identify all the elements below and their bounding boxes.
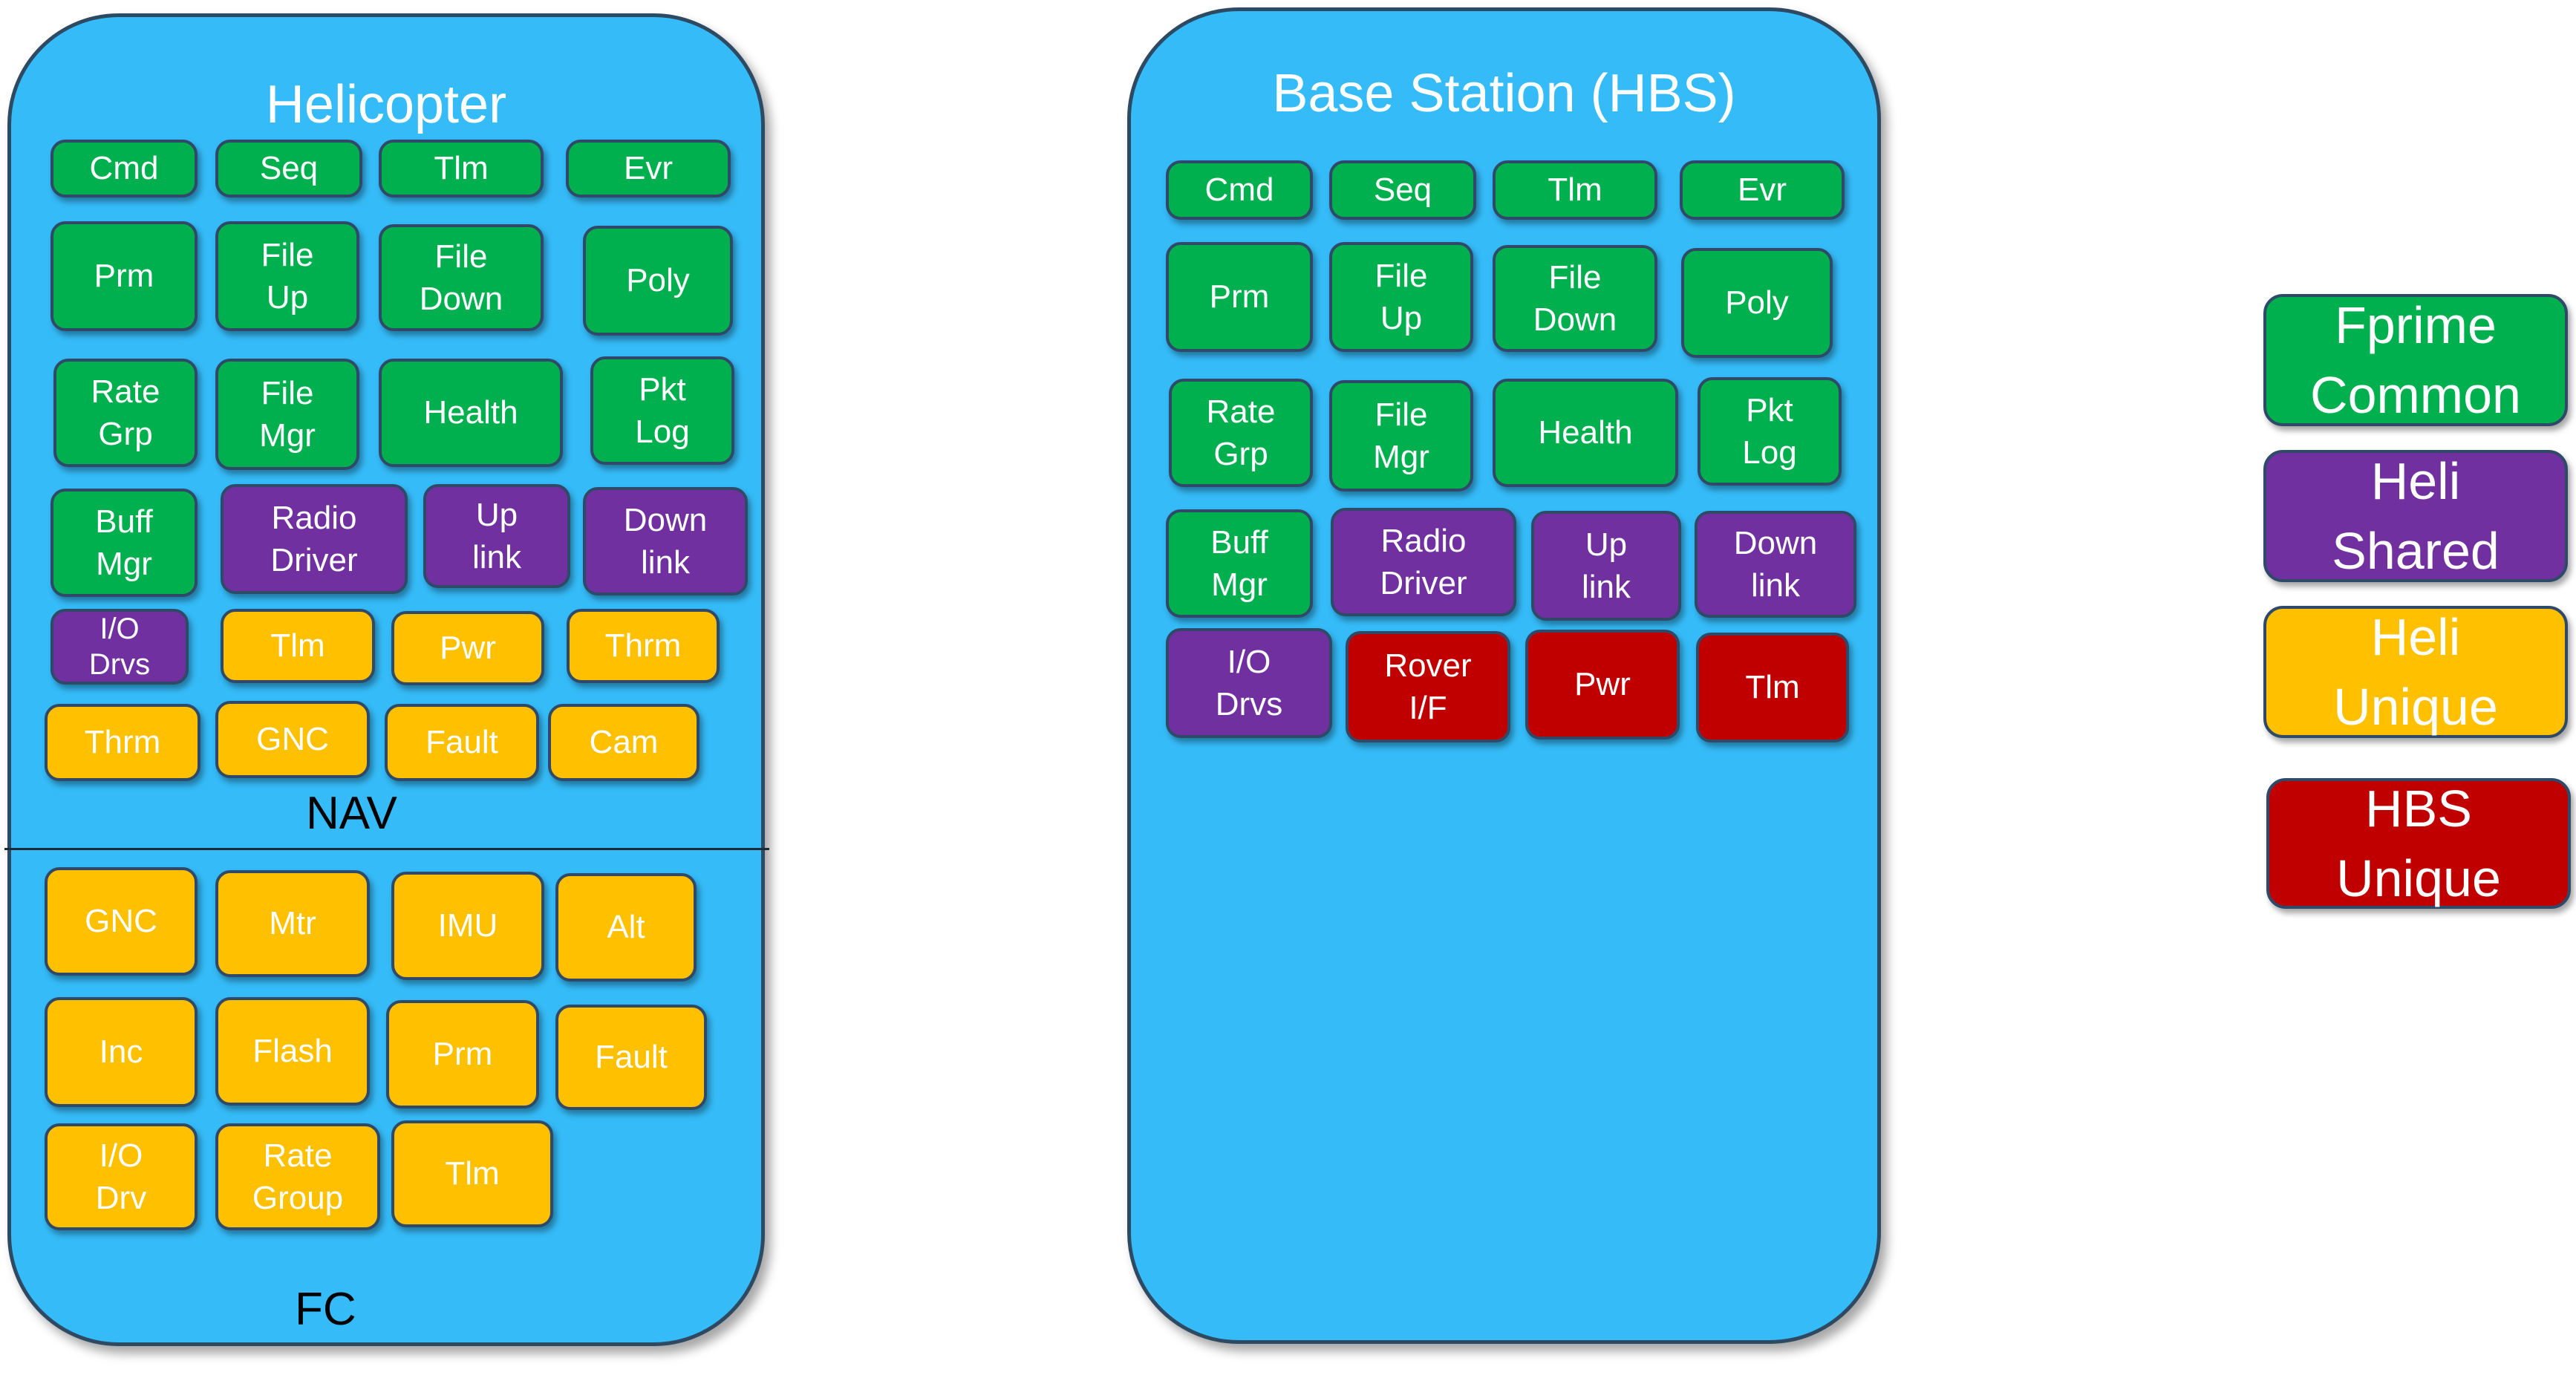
nav-file-mgr-component: File Mgr bbox=[215, 359, 359, 470]
hbs-seq-component: Seq bbox=[1329, 160, 1476, 220]
hbs-pkt-log-component: Pkt Log bbox=[1698, 377, 1842, 486]
nav-seq-component: Seq bbox=[215, 140, 362, 197]
fc-inc-component: Inc bbox=[45, 997, 198, 1107]
hbs-pwr-component: Pwr bbox=[1525, 630, 1680, 740]
fc-mtr-component: Mtr bbox=[215, 870, 370, 977]
hbs-uplink-component: Up link bbox=[1531, 511, 1681, 621]
hbs-file-down-component: File Down bbox=[1493, 245, 1657, 352]
fc-alt-component: Alt bbox=[555, 873, 697, 982]
legend-hbs-unique: HBS Unique bbox=[2266, 778, 2571, 909]
nav-downlink-component: Down link bbox=[583, 487, 748, 595]
hbs-tlm-component-unique: Tlm bbox=[1696, 633, 1849, 742]
nav-tlm-unique-component: Tlm bbox=[221, 609, 375, 683]
nav-evr-component: Evr bbox=[566, 140, 731, 197]
hbs-file-mgr-component: File Mgr bbox=[1329, 380, 1473, 492]
nav-radio-driver-component: Radio Driver bbox=[221, 484, 408, 594]
fc-prm-component: Prm bbox=[386, 1000, 539, 1109]
hbs-rover-if-component: Rover I/F bbox=[1346, 631, 1510, 742]
base-station-title: Base Station (HBS) bbox=[1272, 64, 1736, 123]
nav-io-drvs-component: I/O Drvs bbox=[50, 609, 189, 685]
hbs-rate-grp-component: Rate Grp bbox=[1169, 379, 1313, 487]
nav-label: NAV bbox=[306, 788, 397, 839]
hbs-downlink-component: Down link bbox=[1695, 511, 1856, 618]
fc-flash-component: Flash bbox=[215, 997, 370, 1106]
helicopter-title: Helicopter bbox=[265, 75, 507, 134]
hbs-health-component: Health bbox=[1493, 379, 1678, 487]
nav-uplink-component: Up link bbox=[423, 484, 570, 588]
nav-fault-component: Fault bbox=[385, 704, 539, 781]
hbs-io-drvs-component: I/O Drvs bbox=[1166, 628, 1332, 738]
nav-pkt-log-component: Pkt Log bbox=[590, 356, 734, 465]
fc-fault-component: Fault bbox=[555, 1005, 707, 1110]
hbs-evr-component: Evr bbox=[1680, 160, 1845, 220]
nav-pwr-component: Pwr bbox=[391, 611, 544, 685]
nav-fc-divider bbox=[4, 848, 769, 850]
hbs-cmd-component: Cmd bbox=[1166, 160, 1313, 220]
nav-health-component: Health bbox=[379, 359, 563, 467]
nav-cmd-component: Cmd bbox=[50, 140, 198, 197]
nav-file-up-component: File Up bbox=[215, 221, 359, 331]
hbs-file-up-component: File Up bbox=[1329, 242, 1473, 352]
nav-buff-mgr-component: Buff Mgr bbox=[50, 489, 198, 597]
nav-gnc-component: GNC bbox=[215, 701, 370, 778]
hbs-tlm-component: Tlm bbox=[1493, 160, 1657, 220]
nav-rate-grp-component: Rate Grp bbox=[53, 359, 198, 467]
hbs-radio-driver-component: Radio Driver bbox=[1331, 508, 1516, 616]
nav-file-down-component: File Down bbox=[379, 224, 544, 331]
nav-tlm-component: Tlm bbox=[379, 140, 544, 197]
nav-prm-component: Prm bbox=[50, 221, 198, 331]
fc-gnc-component: GNC bbox=[45, 867, 198, 976]
nav-poly-component: Poly bbox=[583, 226, 733, 336]
fc-tlm-component: Tlm bbox=[391, 1120, 553, 1227]
nav-thrm-2-component: Thrm bbox=[45, 704, 200, 781]
hbs-prm-component: Prm bbox=[1166, 242, 1313, 352]
legend-fprime-common: Fprime Common bbox=[2263, 294, 2568, 426]
hbs-poly-component: Poly bbox=[1681, 248, 1833, 358]
fc-imu-component: IMU bbox=[391, 872, 544, 980]
nav-cam-component: Cam bbox=[548, 704, 700, 781]
nav-thrm-component: Thrm bbox=[567, 609, 720, 683]
hbs-buff-mgr-component: Buff Mgr bbox=[1166, 509, 1313, 618]
fc-label: FC bbox=[295, 1284, 356, 1335]
fc-rate-group-component: Rate Group bbox=[215, 1123, 380, 1230]
legend-heli-shared: Heli Shared bbox=[2263, 450, 2568, 582]
fc-io-drv-component: I/O Drv bbox=[45, 1123, 198, 1230]
legend-heli-unique: Heli Unique bbox=[2263, 606, 2568, 738]
